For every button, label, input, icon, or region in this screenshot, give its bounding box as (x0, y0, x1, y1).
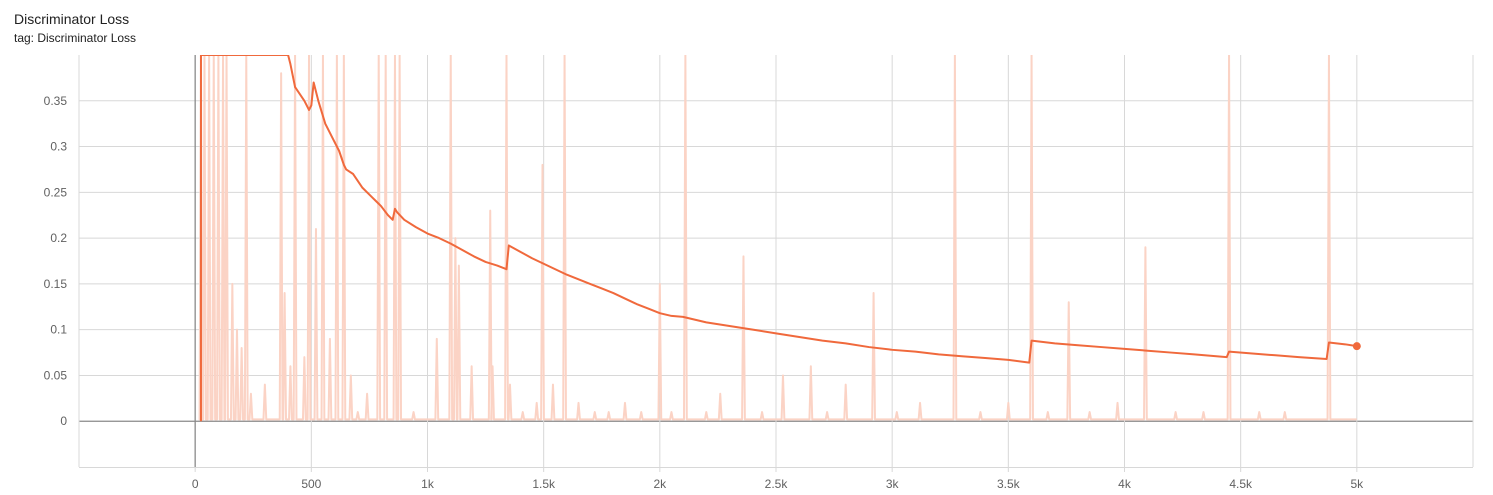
x-tick-label-4: 2k (653, 477, 667, 491)
y-tick-label-4: 0.2 (50, 231, 67, 245)
y-tick-label-7: 0.35 (44, 94, 68, 108)
raw-series-layer (198, 55, 1357, 421)
y-tick-label-2: 0.1 (50, 323, 67, 337)
x-tick-label-10: 5k (1350, 477, 1364, 491)
smoothed-series-layer (199, 55, 1361, 422)
chart-card-title: Discriminator Loss (14, 11, 130, 27)
x-tick-label-1: 500 (301, 477, 321, 491)
y-tick-label-1: 0.05 (44, 368, 68, 382)
x-tick-label-5: 2.5k (765, 477, 789, 491)
x-tick-label-8: 4k (1118, 477, 1132, 491)
chart-card-tag: tag: Discriminator Loss (14, 31, 137, 45)
x-tick-label-6: 3k (886, 477, 900, 491)
raw-series-line (198, 55, 1357, 421)
y-tick-label-3: 0.15 (44, 277, 68, 291)
tick-label-layer: 0 0.05 0.1 0.15 0.2 0.25 0.3 0.35 0 500 1k 1.5k 2k 2.… (44, 94, 1365, 491)
x-tick-label-7: 3.5k (997, 477, 1021, 491)
grid-layer (78, 55, 1474, 472)
y-tick-label-5: 0.25 (44, 185, 68, 199)
y-tick-label-0: 0 (60, 414, 67, 428)
series-end-point (1352, 342, 1361, 351)
x-tick-label-3: 1.5k (532, 477, 556, 491)
x-tick-label-9: 4.5k (1229, 477, 1253, 491)
x-tick-label-0: 0 (192, 477, 199, 491)
smoothed-series-line (199, 55, 1357, 422)
y-tick-label-6: 0.3 (50, 140, 67, 154)
x-tick-label-2: 1k (421, 477, 435, 491)
